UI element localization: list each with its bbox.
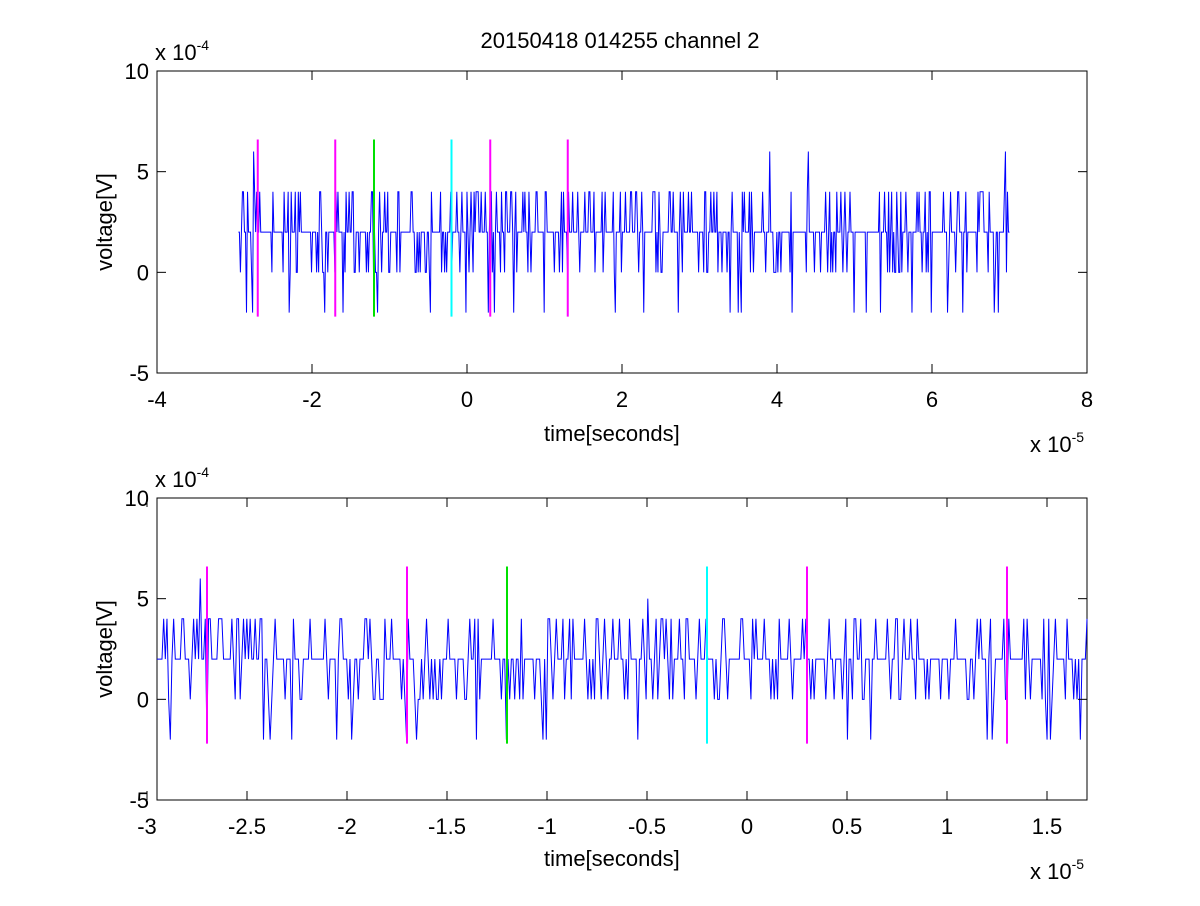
top-plot-ylabel: voltage[V] (92, 173, 117, 271)
bottom-plot-y-multiplier: x 10-4 (155, 464, 209, 492)
top-plot-ytick-label: 0 (137, 260, 149, 285)
bottom-plot-ytick-label: -5 (129, 788, 149, 813)
bottom-plot-ytick-label: 5 (137, 587, 149, 612)
bottom-plot-xlabel: time[seconds] (544, 846, 680, 871)
top-plot-marker-layer (256, 139, 569, 317)
top-plot-signal-layer (238, 151, 1010, 313)
bottom-plot: -3 -2.5 -2 -1.5 -1 -0.5 0 0.5 1 1.5 -5 0 5 10 time[se… (92, 464, 1088, 884)
bottom-plot-xtick-label: -0.5 (628, 814, 666, 839)
bottom-plot-xtick-label: -3 (137, 814, 157, 839)
bottom-plot-signal-layer (157, 578, 1088, 740)
bottom-plot-voltage-trace (157, 578, 1088, 740)
top-plot-ytick-label: 10 (125, 59, 149, 84)
bottom-plot-x-multiplier: x 10-5 (1030, 856, 1084, 884)
top-plot-xtick-label: -2 (302, 387, 322, 412)
top-plot-xtick-label: 6 (926, 387, 938, 412)
top-plot-xtick-label: 8 (1081, 387, 1093, 412)
bottom-plot-xtick-label: 1 (941, 814, 953, 839)
figure-title: 20150418 014255 channel 2 (481, 28, 760, 53)
bottom-plot-ylabel: voltage[V] (92, 600, 117, 698)
top-plot-voltage-trace (238, 151, 1010, 313)
bottom-plot-marker-layer (206, 566, 1008, 744)
bottom-plot-ytick-label: 0 (137, 687, 149, 712)
bottom-plot-ytick-label: 10 (125, 486, 149, 511)
top-plot: -4 -2 0 2 4 6 8 -5 0 5 10 time[seconds] voltage[V]… (92, 37, 1093, 457)
bottom-plot-xtick-label: -1.5 (428, 814, 466, 839)
top-plot-xtick-label: 0 (461, 387, 473, 412)
bottom-plot-axes-box (156, 497, 1088, 801)
top-plot-x-multiplier: x 10-5 (1030, 429, 1084, 457)
top-plot-xtick-label: 4 (771, 387, 783, 412)
bottom-plot-xtick-label: -1 (537, 814, 557, 839)
bottom-plot-xtick-label: 1.5 (1032, 814, 1063, 839)
top-plot-y-multiplier: x 10-4 (155, 37, 209, 65)
bottom-plot-xtick-label: 0 (741, 814, 753, 839)
bottom-plot-xtick-label: 0.5 (832, 814, 863, 839)
top-plot-tick-layer: -4 -2 0 2 4 6 8 -5 0 5 10 (125, 59, 1094, 412)
bottom-plot-tick-layer: -3 -2.5 -2 -1.5 -1 -0.5 0 0.5 1 1.5 -5 0 5 10 (125, 486, 1087, 839)
top-plot-ytick-label: 5 (137, 160, 149, 185)
bottom-plot-xtick-label: -2.5 (228, 814, 266, 839)
top-plot-xtick-label: 2 (616, 387, 628, 412)
top-plot-xtick-label: -4 (147, 387, 167, 412)
top-plot-xlabel: time[seconds] (544, 421, 680, 446)
top-plot-ytick-label: -5 (129, 361, 149, 386)
bottom-plot-xtick-label: -2 (337, 814, 357, 839)
